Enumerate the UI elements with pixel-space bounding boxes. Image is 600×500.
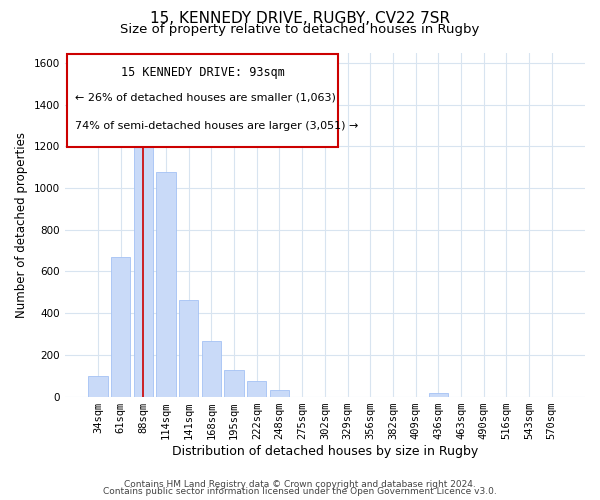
Bar [224,370,244,396]
Text: 15, KENNEDY DRIVE, RUGBY, CV22 7SR: 15, KENNEDY DRIVE, RUGBY, CV22 7SR [150,11,450,26]
Text: 15 KENNEDY DRIVE: 93sqm: 15 KENNEDY DRIVE: 93sqm [121,66,284,80]
FancyBboxPatch shape [67,54,338,147]
Bar [134,126,153,396]
Bar [157,172,176,396]
Text: Size of property relative to detached houses in Rugby: Size of property relative to detached ho… [121,22,479,36]
Bar [247,381,266,396]
Bar [111,257,130,396]
Text: Contains public sector information licensed under the Open Government Licence v3: Contains public sector information licen… [103,487,497,496]
Text: Contains HM Land Registry data © Crown copyright and database right 2024.: Contains HM Land Registry data © Crown c… [124,480,476,489]
Text: ← 26% of detached houses are smaller (1,063): ← 26% of detached houses are smaller (1,… [75,92,336,102]
X-axis label: Distribution of detached houses by size in Rugby: Distribution of detached houses by size … [172,444,478,458]
Bar [428,393,448,396]
Text: 74% of semi-detached houses are larger (3,051) →: 74% of semi-detached houses are larger (… [75,122,358,132]
Bar [179,300,199,396]
Bar [202,340,221,396]
Bar [270,390,289,396]
Y-axis label: Number of detached properties: Number of detached properties [15,132,28,318]
Bar [88,376,107,396]
